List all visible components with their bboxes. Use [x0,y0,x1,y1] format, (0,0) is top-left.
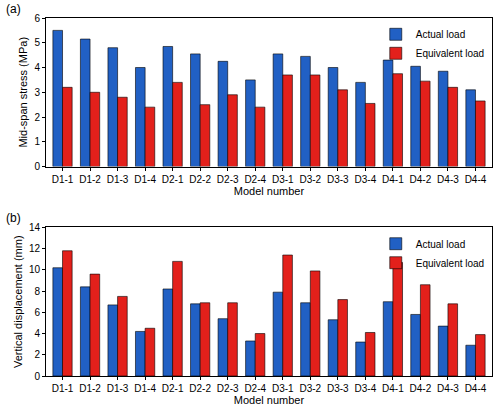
svg-text:Vertical displacement (mm): Vertical displacement (mm) [12,235,24,368]
svg-text:D2-2: D2-2 [189,383,211,394]
svg-text:14: 14 [29,222,41,233]
svg-text:D3-3: D3-3 [327,174,349,185]
svg-text:2: 2 [34,112,40,123]
svg-text:Model number: Model number [234,185,305,197]
svg-text:D2-4: D2-4 [244,174,266,185]
svg-text:D2-1: D2-1 [162,174,184,185]
svg-text:D3-4: D3-4 [355,383,377,394]
svg-text:(a): (a) [6,2,21,16]
svg-text:5: 5 [34,37,40,48]
svg-text:0: 0 [34,371,40,382]
svg-text:D4-3: D4-3 [437,174,459,185]
svg-text:Actual load: Actual load [416,239,465,250]
svg-text:2: 2 [34,349,40,360]
svg-text:Equivalent load: Equivalent load [416,48,484,59]
svg-text:D1-2: D1-2 [79,174,101,185]
svg-text:D4-2: D4-2 [410,174,432,185]
svg-text:1: 1 [34,136,40,147]
svg-text:6: 6 [34,307,40,318]
svg-text:10: 10 [29,264,41,275]
svg-text:Equivalent load: Equivalent load [416,258,484,269]
svg-text:D3-2: D3-2 [299,174,321,185]
svg-text:D2-4: D2-4 [244,383,266,394]
svg-text:Actual load: Actual load [416,29,465,40]
svg-text:Mid-span stress (MPa): Mid-span stress (MPa) [17,37,29,148]
svg-text:D1-4: D1-4 [134,174,156,185]
svg-text:D1-3: D1-3 [107,174,129,185]
svg-text:D4-2: D4-2 [410,383,432,394]
svg-text:D1-3: D1-3 [107,383,129,394]
svg-text:D4-1: D4-1 [382,174,404,185]
svg-text:Model number: Model number [234,394,305,406]
svg-text:D3-1: D3-1 [272,383,294,394]
svg-text:D1-2: D1-2 [79,383,101,394]
svg-text:D3-4: D3-4 [355,174,377,185]
svg-text:D2-2: D2-2 [189,174,211,185]
svg-text:(b): (b) [6,211,21,225]
svg-text:D4-1: D4-1 [382,383,404,394]
svg-text:D3-3: D3-3 [327,383,349,394]
svg-text:D2-3: D2-3 [217,174,239,185]
svg-text:D4-4: D4-4 [465,174,487,185]
svg-text:0: 0 [34,161,40,172]
svg-text:8: 8 [34,286,40,297]
svg-text:D1-4: D1-4 [134,383,156,394]
svg-text:D2-3: D2-3 [217,383,239,394]
svg-text:D4-3: D4-3 [437,383,459,394]
svg-text:4: 4 [34,328,40,339]
svg-text:3: 3 [34,87,40,98]
svg-text:D2-1: D2-1 [162,383,184,394]
svg-text:D3-2: D3-2 [299,383,321,394]
svg-text:D1-1: D1-1 [52,174,74,185]
svg-text:D1-1: D1-1 [52,383,74,394]
svg-text:D3-1: D3-1 [272,174,294,185]
svg-text:D4-4: D4-4 [465,383,487,394]
svg-text:4: 4 [34,62,40,73]
svg-text:6: 6 [34,13,40,24]
svg-text:12: 12 [29,243,41,254]
